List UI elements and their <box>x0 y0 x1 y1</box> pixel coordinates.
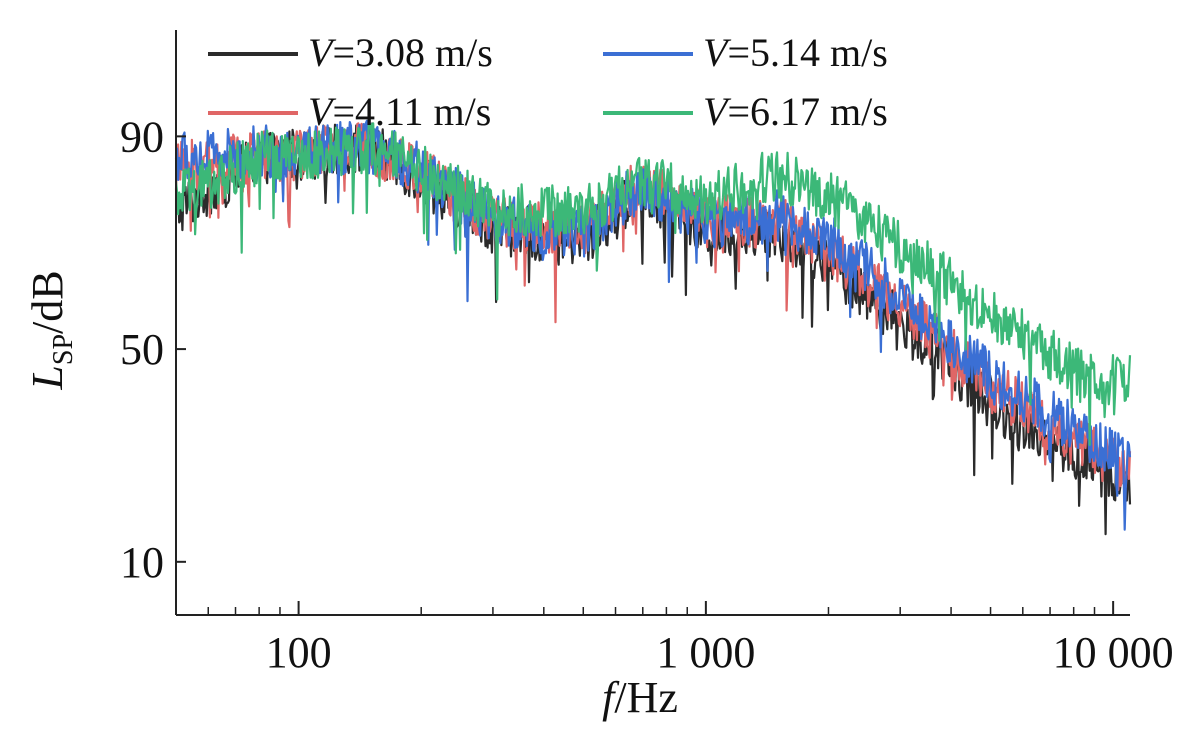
x-ticks: 100 1 000 10 000 <box>175 601 1174 677</box>
x-tick-label: 10 000 <box>1053 628 1174 677</box>
y-tick-label: 50 <box>120 325 164 374</box>
y-ticks: 10 50 90 <box>120 112 186 587</box>
y-axis-title: LSP/dB <box>23 270 79 390</box>
legend-label-3: V=5.14 m/s <box>703 30 888 75</box>
series-layer <box>174 119 1132 536</box>
y-tick-label: 90 <box>120 112 164 161</box>
legend: V=3.08 m/s V=4.11 m/s V=5.14 m/s V=6.17 m/s <box>208 30 888 134</box>
legend-label-1: V=3.08 m/s <box>308 30 493 75</box>
y-tick-label: 10 <box>120 538 164 587</box>
x-tick-label: 1 000 <box>656 628 755 677</box>
series-line-4 <box>174 119 1132 446</box>
x-tick-label: 100 <box>266 628 332 677</box>
x-axis-title: f/Hz <box>602 673 678 722</box>
legend-label-2: V=4.11 m/s <box>308 89 491 134</box>
legend-label-4: V=6.17 m/s <box>703 89 888 134</box>
